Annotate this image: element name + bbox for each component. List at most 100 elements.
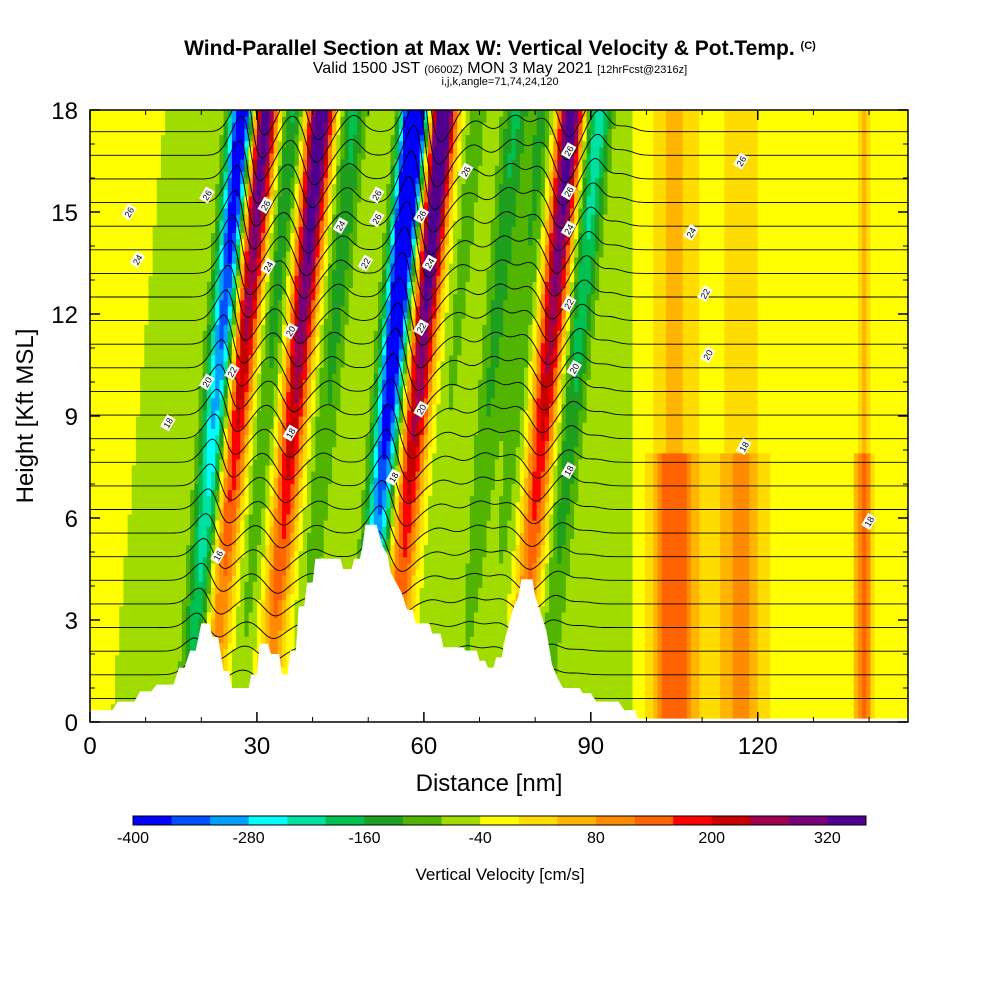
velocity-cell xyxy=(686,513,692,521)
velocity-cell xyxy=(524,507,529,515)
velocity-cell xyxy=(866,373,872,380)
velocity-cell xyxy=(407,452,417,460)
velocity-cell xyxy=(194,575,200,582)
velocity-cell xyxy=(286,575,291,582)
velocity-cell xyxy=(428,360,433,368)
velocity-cell xyxy=(653,513,659,521)
velocity-cell xyxy=(524,562,529,570)
velocity-cell xyxy=(394,507,400,515)
velocity-cell xyxy=(315,409,321,417)
velocity-cell xyxy=(665,379,684,386)
velocity-cell xyxy=(590,354,634,362)
velocity-cell xyxy=(252,660,258,668)
velocity-cell xyxy=(749,648,759,656)
velocity-cell xyxy=(261,379,279,386)
velocity-cell xyxy=(90,581,124,588)
velocity-cell xyxy=(661,464,688,472)
velocity-cell xyxy=(632,477,646,484)
velocity-cell xyxy=(298,532,304,539)
velocity-cell xyxy=(256,373,262,380)
velocity-cell xyxy=(557,513,567,521)
velocity-cell xyxy=(574,458,579,466)
velocity-cell xyxy=(281,636,287,644)
velocity-cell xyxy=(252,367,258,374)
velocity-cell xyxy=(473,458,496,466)
velocity-cell xyxy=(390,311,404,319)
velocity-cell xyxy=(223,483,229,491)
velocity-cell xyxy=(298,446,304,454)
velocity-cell xyxy=(586,416,634,423)
velocity-cell xyxy=(90,385,141,393)
velocity-cell xyxy=(198,452,204,460)
velocity-cell xyxy=(290,299,296,307)
velocity-cell xyxy=(244,391,250,399)
velocity-cell xyxy=(198,397,204,405)
velocity-cell xyxy=(265,477,271,484)
velocity-cell xyxy=(311,324,316,331)
velocity-cell xyxy=(586,324,592,331)
velocity-cell xyxy=(90,685,116,692)
velocity-cell xyxy=(140,367,204,374)
velocity-cell xyxy=(227,452,233,460)
velocity-cell xyxy=(432,330,437,338)
velocity-cell xyxy=(90,409,141,417)
velocity-cell xyxy=(365,440,371,448)
velocity-cell xyxy=(511,581,517,588)
velocity-cell xyxy=(194,464,200,472)
velocity-cell xyxy=(115,673,179,680)
velocity-cell xyxy=(586,354,592,362)
velocity-cell xyxy=(244,440,250,448)
velocity-cell xyxy=(398,556,412,564)
velocity-cell xyxy=(757,599,771,607)
velocity-cell xyxy=(724,311,759,319)
velocity-cell xyxy=(211,538,216,546)
velocity-cell xyxy=(686,599,692,607)
velocity-cell xyxy=(770,587,855,595)
velocity-cell xyxy=(632,697,646,705)
velocity-cell xyxy=(874,471,908,478)
velocity-cell xyxy=(770,532,855,539)
velocity-cell xyxy=(478,416,521,423)
velocity-cell xyxy=(732,507,750,515)
velocity-cell xyxy=(206,385,212,393)
velocity-cell xyxy=(594,311,634,319)
velocity-cell xyxy=(665,385,684,393)
velocity-cell xyxy=(281,666,291,674)
velocity-cell xyxy=(394,428,400,435)
velocity-cell xyxy=(411,507,417,515)
velocity-cell xyxy=(870,581,876,588)
velocity-cell xyxy=(403,409,408,417)
velocity-cell xyxy=(411,593,417,601)
velocity-cell xyxy=(857,367,863,374)
velocity-cell xyxy=(699,642,721,650)
velocity-cell xyxy=(211,611,216,619)
velocity-cell xyxy=(90,648,120,656)
velocity-cell xyxy=(544,532,550,539)
velocity-cell xyxy=(248,422,254,429)
velocity-cell xyxy=(386,299,392,307)
velocity-cell xyxy=(340,318,350,325)
velocity-cell xyxy=(874,562,908,570)
velocity-cell xyxy=(590,299,596,307)
velocity-cell xyxy=(440,348,446,356)
velocity-cell xyxy=(311,507,329,515)
velocity-cell xyxy=(661,703,688,711)
velocity-cell xyxy=(231,324,237,331)
velocity-cell xyxy=(411,373,417,380)
velocity-cell xyxy=(544,599,550,607)
velocity-cell xyxy=(482,575,513,582)
velocity-cell xyxy=(261,630,266,637)
velocity-cell xyxy=(578,477,634,484)
velocity-cell xyxy=(202,593,208,601)
velocity-cell xyxy=(198,550,208,558)
velocity-cell xyxy=(770,691,855,699)
velocity-cell xyxy=(540,587,546,595)
velocity-cell xyxy=(632,336,655,344)
velocity-cell xyxy=(857,703,863,711)
velocity-cell xyxy=(586,397,634,405)
velocity-cell xyxy=(265,593,271,601)
velocity-cell xyxy=(853,471,859,478)
velocity-cell xyxy=(219,464,225,472)
velocity-cell xyxy=(528,422,533,429)
velocity-cell xyxy=(770,550,855,558)
